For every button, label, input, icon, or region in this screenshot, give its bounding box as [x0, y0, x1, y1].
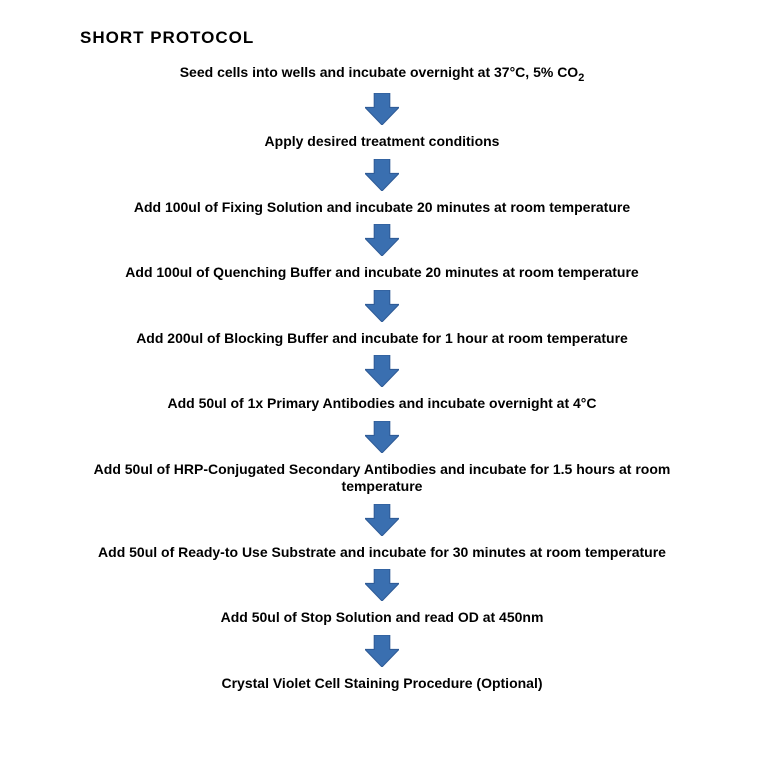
down-arrow-icon — [365, 224, 399, 256]
protocol-step: Crystal Violet Cell Staining Procedure (… — [221, 675, 542, 693]
protocol-step: Apply desired treatment conditions — [265, 133, 500, 151]
down-arrow-icon — [365, 93, 399, 125]
down-arrow-icon — [365, 635, 399, 667]
protocol-step: Add 50ul of 1x Primary Antibodies and in… — [167, 395, 596, 413]
protocol-flow: Seed cells into wells and incubate overn… — [0, 64, 764, 692]
down-arrow-icon — [365, 290, 399, 322]
down-arrow-icon — [365, 504, 399, 536]
protocol-step: Add 50ul of Stop Solution and read OD at… — [221, 609, 544, 627]
protocol-step: Add 50ul of Ready-to Use Substrate and i… — [98, 544, 666, 562]
down-arrow-icon — [365, 569, 399, 601]
protocol-step: Add 50ul of HRP-Conjugated Secondary Ant… — [92, 461, 672, 496]
protocol-page: SHORT PROTOCOL Seed cells into wells and… — [0, 0, 764, 692]
protocol-step: Add 100ul of Fixing Solution and incubat… — [134, 199, 630, 217]
down-arrow-icon — [365, 421, 399, 453]
page-title: SHORT PROTOCOL — [80, 28, 764, 48]
protocol-step: Add 200ul of Blocking Buffer and incubat… — [136, 330, 628, 348]
down-arrow-icon — [365, 159, 399, 191]
down-arrow-icon — [365, 355, 399, 387]
protocol-step: Add 100ul of Quenching Buffer and incuba… — [125, 264, 638, 282]
protocol-step: Seed cells into wells and incubate overn… — [180, 64, 585, 85]
